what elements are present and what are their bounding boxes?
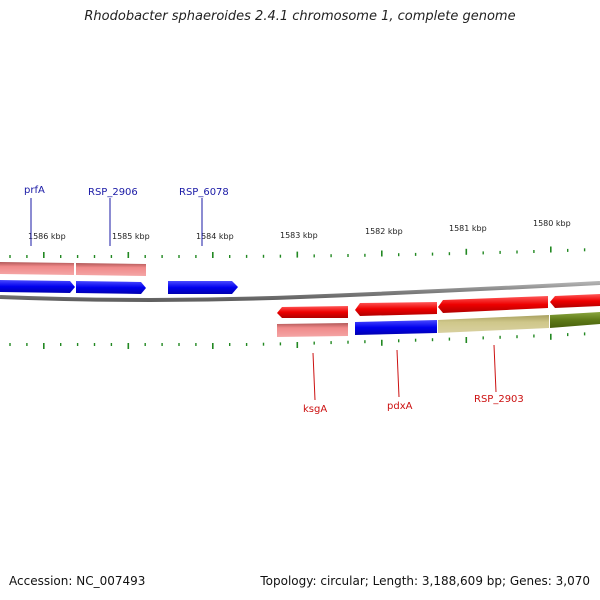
label-line-ksgA [312, 352, 316, 401]
gene-RSP_2903[interactable] [438, 296, 548, 313]
gene-RSP_6078[interactable] [168, 281, 238, 294]
gene-label-pdxA[interactable]: pdxA [387, 401, 413, 412]
gene-label-RSP_2906[interactable]: RSP_2906 [88, 187, 138, 198]
gene-track-blue-pdxA[interactable] [355, 320, 437, 335]
gene-track-olive[interactable] [550, 312, 600, 328]
gene-RSP_2906[interactable] [76, 281, 146, 294]
label-line-pdxA [396, 349, 400, 398]
gene-label-prfA[interactable]: prfA [24, 185, 45, 196]
ruler-label-1584: 1584 kbp [196, 232, 234, 241]
ruler-label-1585: 1585 kbp [112, 232, 150, 241]
gene-track-khaki[interactable] [438, 315, 549, 333]
gene-reverse-right[interactable] [550, 294, 600, 308]
ruler-ticks-outer [9, 246, 586, 258]
gene-prfA[interactable] [0, 280, 75, 293]
ruler-label-1583: 1583 kbp [280, 231, 318, 240]
ruler-label-1581: 1581 kbp [449, 224, 487, 233]
gene-track-pink-ksgA[interactable] [277, 323, 348, 337]
gene-label-RSP_6078[interactable]: RSP_6078 [179, 187, 229, 198]
accession-text: Accession: NC_007493 [9, 574, 146, 588]
map-title: Rhodobacter sphaeroides 2.4.1 chromosome… [84, 9, 516, 24]
ruler-label-1580: 1580 kbp [533, 219, 571, 228]
ruler-label-1586: 1586 kbp [28, 232, 66, 241]
ruler-label-1582: 1582 kbp [365, 227, 403, 236]
gene-label-RSP_2903[interactable]: RSP_2903 [474, 394, 524, 405]
ruler-ticks-inner [9, 332, 586, 349]
genome-backbone [0, 281, 600, 302]
topology-summary: Topology: circular; Length: 3,188,609 bp… [260, 574, 590, 588]
gene-pdxA[interactable] [355, 302, 437, 316]
gene-ksgA[interactable] [277, 306, 348, 318]
gene-track-pink-2[interactable] [76, 263, 146, 276]
gene-track-pink-1[interactable] [0, 262, 74, 275]
gene-label-ksgA[interactable]: ksgA [303, 404, 327, 415]
label-line-RSP_2903 [493, 344, 497, 393]
